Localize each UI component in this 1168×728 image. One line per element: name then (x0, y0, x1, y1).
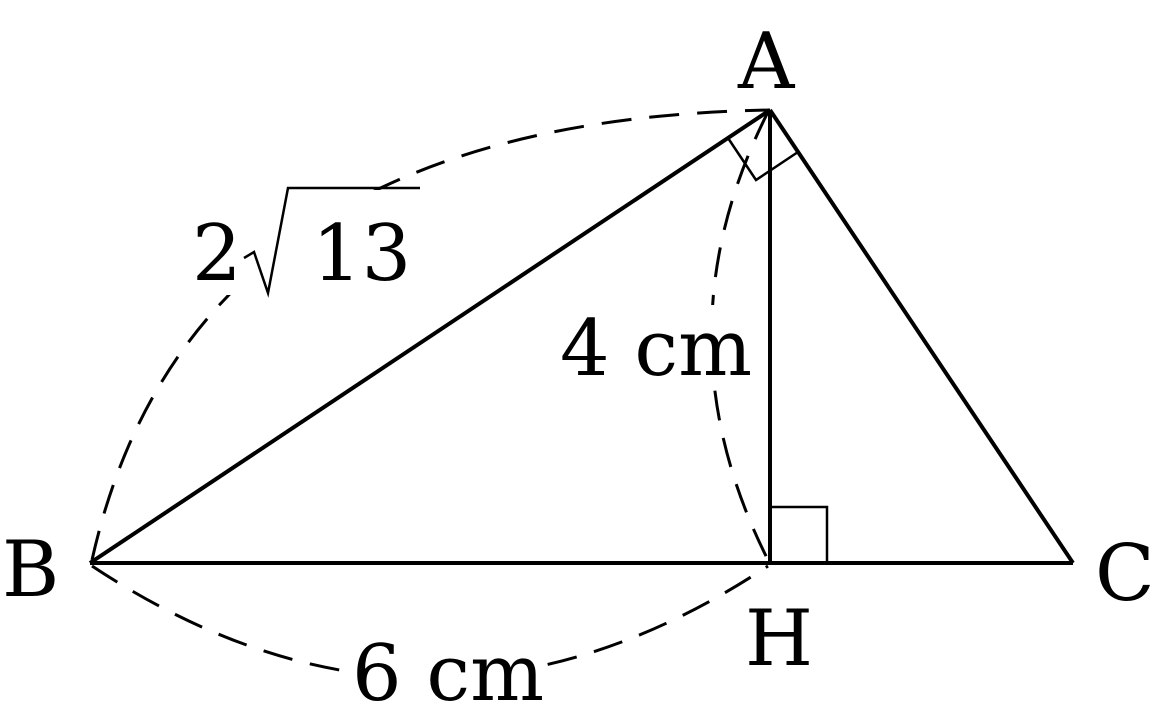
dimension-arc-ah (710, 111, 770, 561)
right-angle-mark-h (770, 505, 829, 563)
radical-sign-icon (243, 186, 420, 298)
label-ab-radicand: 13 (312, 209, 411, 299)
label-ab-coefficient: 2 (192, 209, 242, 299)
vertex-label-b: B (2, 525, 59, 615)
right-angle-mark-a (726, 137, 799, 182)
label-ab: 2 13 (192, 186, 420, 299)
vertex-label-h: H (745, 594, 813, 684)
label-ah: 4 cm (560, 304, 752, 394)
vertex-label-a: A (737, 17, 796, 107)
side-ab (88, 108, 772, 565)
label-bh: 6 cm (352, 629, 544, 719)
vertex-label-c: C (1095, 529, 1155, 619)
side-ac (768, 108, 1075, 565)
